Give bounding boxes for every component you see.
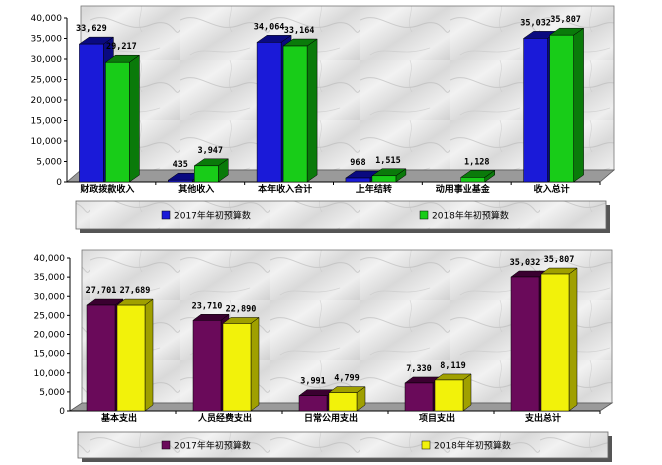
y-tick-label: 30,000 [34,292,66,302]
data-label: 35,032 [520,18,551,28]
data-label: 1,515 [375,156,401,166]
data-label: 3,947 [197,146,223,156]
y-tick-label: 20,000 [34,331,66,341]
legend-label: 2018年年初预算数 [432,210,509,222]
x-tick-label: 日常公用支出 [304,412,358,424]
bar-side [306,38,318,183]
data-label: 435 [173,160,188,170]
bar [79,43,104,183]
legend-swatch [161,210,171,220]
data-label: 35,807 [550,15,581,25]
data-label: 27,701 [86,286,117,296]
bar [256,42,282,183]
legend-label: 2017年年初预算数 [174,210,251,222]
bar [460,177,485,183]
y-tick-label: 10,000 [31,137,63,147]
legend-label: 2017年年初预算数 [174,440,251,452]
bar [282,45,308,183]
data-label: 33,164 [284,26,315,36]
legend-box [75,200,607,230]
y-tick-label: 5,000 [39,388,65,398]
bar [194,165,219,183]
bar-side [462,373,472,412]
x-tick-label: 项目支出 [419,412,455,424]
data-label: 33,629 [76,24,107,34]
y-tick-label: 35,000 [31,35,63,45]
y-tick-label: 25,000 [31,76,63,86]
data-label: 4,799 [334,374,360,384]
y-tick-label: 40,000 [34,254,66,264]
bar [523,38,548,183]
bar-side [129,54,140,183]
bar [222,323,252,412]
data-label: 27,689 [120,286,151,296]
bar [86,304,116,412]
bar-side [573,27,584,183]
data-label: 3,991 [300,377,326,387]
bar [404,382,434,412]
bar [540,273,570,412]
x-tick-label: 上年结转 [356,183,392,195]
legend-label: 2018年年初预算数 [434,440,511,452]
bar-side [144,298,154,412]
y-tick-label: 5,000 [36,158,62,168]
bar [105,61,130,183]
y-tick-label: 15,000 [31,117,63,127]
x-tick-label: 基本支出 [100,412,137,424]
bar [168,179,193,183]
data-label: 35,032 [510,258,541,268]
data-label: 29,217 [106,42,137,52]
y-tick-label: 20,000 [31,96,63,106]
y-tick-label: 10,000 [34,369,66,379]
y-tick-label: 15,000 [34,350,66,360]
y-tick-label: 35,000 [34,273,66,283]
bar [298,395,328,412]
x-tick-label: 支出总计 [524,412,561,424]
y-tick-label: 30,000 [31,55,63,65]
bar [434,379,464,412]
data-label: 968 [350,158,365,168]
data-label: 22,890 [226,304,257,314]
bar [549,34,574,183]
legend-swatch [161,440,171,450]
x-tick-label: 其他收入 [178,183,214,195]
data-label: 1,128 [464,157,490,167]
x-tick-label: 动用事业基金 [436,183,491,195]
x-tick-label: 收入总计 [534,183,570,195]
legend-swatch [421,440,431,450]
x-tick-label: 财政拨款收入 [79,183,134,195]
data-label: 8,119 [440,361,466,371]
bar-side [250,316,260,412]
data-label: 34,064 [254,22,285,32]
legend-box [77,431,609,459]
x-tick-label: 本年收入合计 [258,183,312,195]
bar [328,392,358,412]
legend-swatch [419,210,429,220]
bar [371,175,397,183]
data-label: 7,330 [406,364,432,374]
bar [192,320,222,412]
bar [345,177,371,183]
bar [116,304,146,412]
data-label: 23,710 [192,301,223,311]
y-tick-label: 0 [59,407,65,417]
y-tick-label: 0 [56,178,62,188]
data-label: 35,807 [544,255,575,265]
bar-side [568,267,578,412]
y-tick-label: 40,000 [31,14,63,24]
y-tick-label: 25,000 [34,311,66,321]
bar [510,276,540,412]
x-tick-label: 人员经费支出 [197,412,252,424]
